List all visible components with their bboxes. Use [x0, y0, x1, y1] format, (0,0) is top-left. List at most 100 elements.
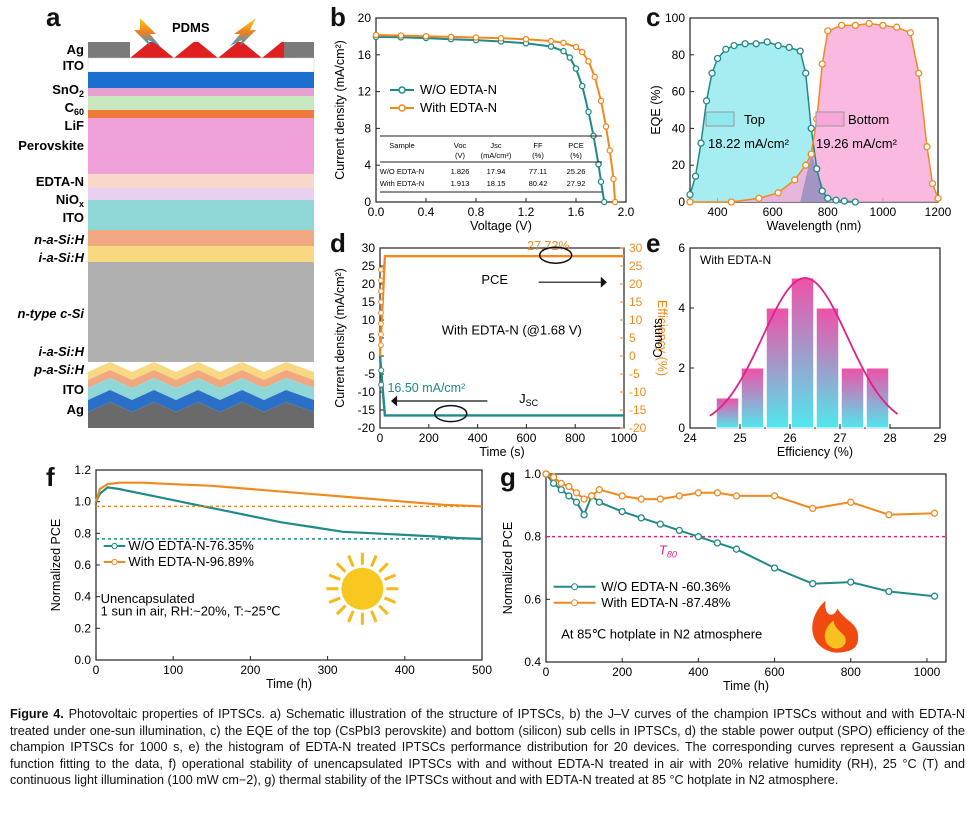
data-point [930, 509, 939, 517]
data-point [610, 175, 617, 183]
panel-label-d: d [330, 228, 346, 258]
y-tick-label: 30 [362, 241, 376, 255]
data-point [372, 31, 380, 39]
data-point [618, 507, 626, 516]
data-point [675, 526, 683, 535]
histogram-bar [715, 397, 740, 429]
y-axis-label: Normalized PCE [49, 519, 63, 611]
label-i-asi-2: i-a-Si:H [39, 344, 85, 359]
legend-label: W/O EDTA-N-76.35% [128, 538, 254, 553]
x-tick-label: 0 [377, 431, 384, 445]
data-point [378, 266, 384, 273]
y-tick-label: 1.2 [74, 463, 91, 477]
sun-icon [326, 552, 399, 625]
series-line [378, 355, 624, 417]
data-point [865, 19, 873, 28]
legend-marker [571, 599, 579, 607]
layer-p-asi [88, 370, 314, 388]
data-point [818, 60, 826, 68]
panel-b-jv-chart: 0.0 0.4 0.8 1.2 1.6 2.0 0 4 8 12 16 20 Voltage (V) Cu… [333, 11, 635, 233]
legend-label: W/O EDTA-N -60.36% [601, 579, 731, 594]
data-point [694, 489, 703, 497]
data-point [807, 150, 815, 158]
data-point [770, 564, 779, 572]
data-point [397, 32, 405, 39]
legend-marker [398, 104, 406, 112]
label-i-asi: i-a-Si:H [39, 250, 85, 265]
data-point [818, 187, 826, 195]
data-point [851, 21, 859, 30]
legend-marker [398, 86, 406, 94]
y-axis-label: EQE (%) [649, 85, 663, 134]
data-point [824, 194, 832, 202]
layer-sno2-thin [88, 88, 314, 96]
y2-tick-label: 15 [629, 295, 643, 309]
data-point [549, 479, 558, 488]
table-header-unit: (mA/cm²) [481, 151, 512, 160]
flame-icon [812, 600, 859, 653]
y-tick-label: 4 [678, 301, 685, 315]
data-point [472, 34, 480, 41]
data-point [722, 45, 730, 53]
series-line [545, 473, 935, 516]
x-tick-label: 25 [733, 431, 747, 445]
jsc-value: 16.50 mA/cm² [387, 381, 465, 395]
data-point [930, 592, 939, 600]
data-point [572, 498, 581, 506]
data-point [578, 82, 586, 90]
y-tick-label: 0 [368, 349, 375, 363]
data-point [713, 489, 722, 497]
histogram-bar [865, 367, 890, 429]
y2-tick-label: 25 [629, 259, 643, 273]
data-point [691, 172, 700, 180]
y-tick-label: 0 [364, 195, 371, 209]
panel-label-b: b [330, 2, 346, 32]
layer-c60 [88, 96, 314, 110]
table-cell: With EDTA-N [380, 179, 424, 188]
y2-tick-label: 20 [629, 277, 643, 291]
y-tick-label: -15 [358, 403, 376, 417]
data-point [542, 470, 550, 478]
data-point [847, 498, 855, 506]
pce-value: 27.72% [527, 239, 569, 253]
data-point [585, 57, 592, 65]
data-point [847, 578, 855, 586]
table-cell: 18.15 [487, 179, 506, 188]
data-point [580, 511, 588, 519]
x-tick-label: 500 [472, 663, 492, 677]
data-point [378, 367, 385, 374]
legend-box-top [705, 111, 735, 127]
data-point [378, 277, 384, 284]
layer-csi [88, 262, 314, 362]
x-tick-label: 28 [883, 431, 897, 445]
x-tick-label: 1.6 [568, 205, 585, 219]
y-axis-label: Normalized PCE [501, 522, 515, 614]
data-point [565, 482, 573, 491]
data-point [694, 533, 703, 541]
label-p-asi: p-a-Si:H [33, 362, 84, 377]
series-line [95, 486, 483, 540]
data-point [602, 123, 610, 130]
data-point [585, 108, 592, 116]
histogram-bar [840, 367, 865, 429]
layer-sno2 [88, 72, 314, 88]
legend-label: With EDTA-N [700, 253, 771, 267]
y-tick-label: 20 [362, 277, 376, 291]
y-tick-label: 16 [358, 48, 372, 62]
y-tick-label: 2 [678, 361, 685, 375]
data-point [378, 320, 384, 327]
figure-caption: Figure 4. Photovoltaic properties of IPT… [10, 706, 965, 789]
sun-arrows-icon [134, 18, 256, 46]
arrowhead [390, 395, 398, 407]
x-tick-label: 1.2 [518, 205, 535, 219]
x-tick-label: 300 [318, 663, 338, 677]
data-point [796, 47, 804, 55]
note-line: Unencapsulated [101, 591, 195, 606]
y-tick-label: 80 [672, 48, 686, 62]
x-axis-label: Wavelength (nm) [767, 219, 862, 233]
data-point [637, 514, 645, 522]
plot-frame [545, 473, 947, 663]
x-tick-label: 200 [240, 663, 260, 677]
series-line [689, 41, 856, 203]
x-tick-label: 600 [763, 205, 783, 219]
